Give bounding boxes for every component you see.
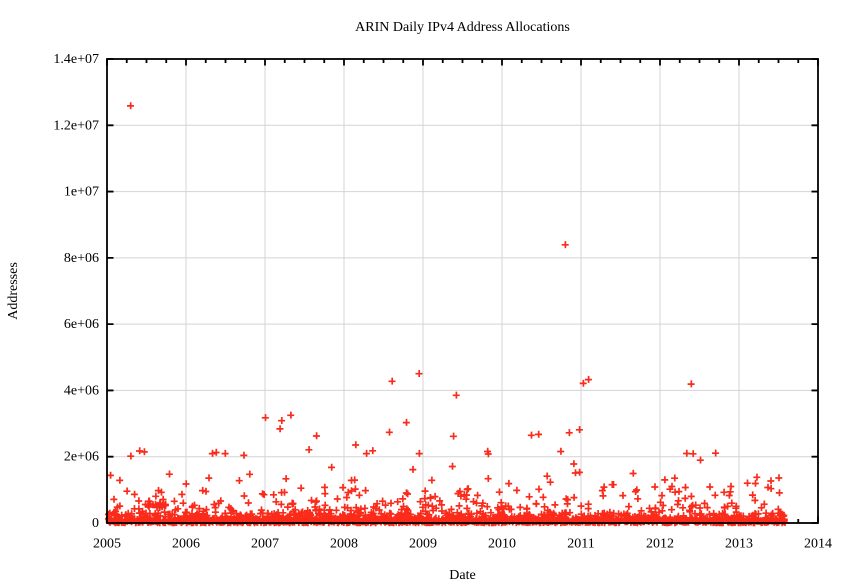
svg-text:4e+06: 4e+06 bbox=[64, 383, 99, 398]
svg-text:1.4e+07: 1.4e+07 bbox=[53, 52, 99, 67]
svg-text:2009: 2009 bbox=[409, 537, 437, 552]
svg-text:2006: 2006 bbox=[172, 537, 200, 552]
svg-text:2e+06: 2e+06 bbox=[64, 450, 99, 465]
svg-text:2012: 2012 bbox=[646, 537, 674, 552]
svg-text:8e+06: 8e+06 bbox=[64, 251, 99, 266]
svg-text:0: 0 bbox=[92, 516, 99, 531]
svg-text:2005: 2005 bbox=[93, 537, 121, 552]
svg-text:2011: 2011 bbox=[567, 537, 594, 552]
svg-text:ARIN Daily IPv4 Address Alloca: ARIN Daily IPv4 Address Allocations bbox=[355, 20, 570, 35]
svg-text:1e+07: 1e+07 bbox=[64, 185, 99, 200]
svg-text:2014: 2014 bbox=[804, 537, 832, 552]
svg-text:6e+06: 6e+06 bbox=[64, 317, 99, 332]
svg-text:2010: 2010 bbox=[488, 537, 516, 552]
svg-text:2013: 2013 bbox=[725, 537, 753, 552]
svg-text:2008: 2008 bbox=[330, 537, 358, 552]
svg-text:Date: Date bbox=[449, 568, 475, 583]
svg-text:Addresses: Addresses bbox=[6, 262, 21, 320]
svg-text:2007: 2007 bbox=[251, 537, 279, 552]
svg-text:1.2e+07: 1.2e+07 bbox=[53, 118, 99, 133]
